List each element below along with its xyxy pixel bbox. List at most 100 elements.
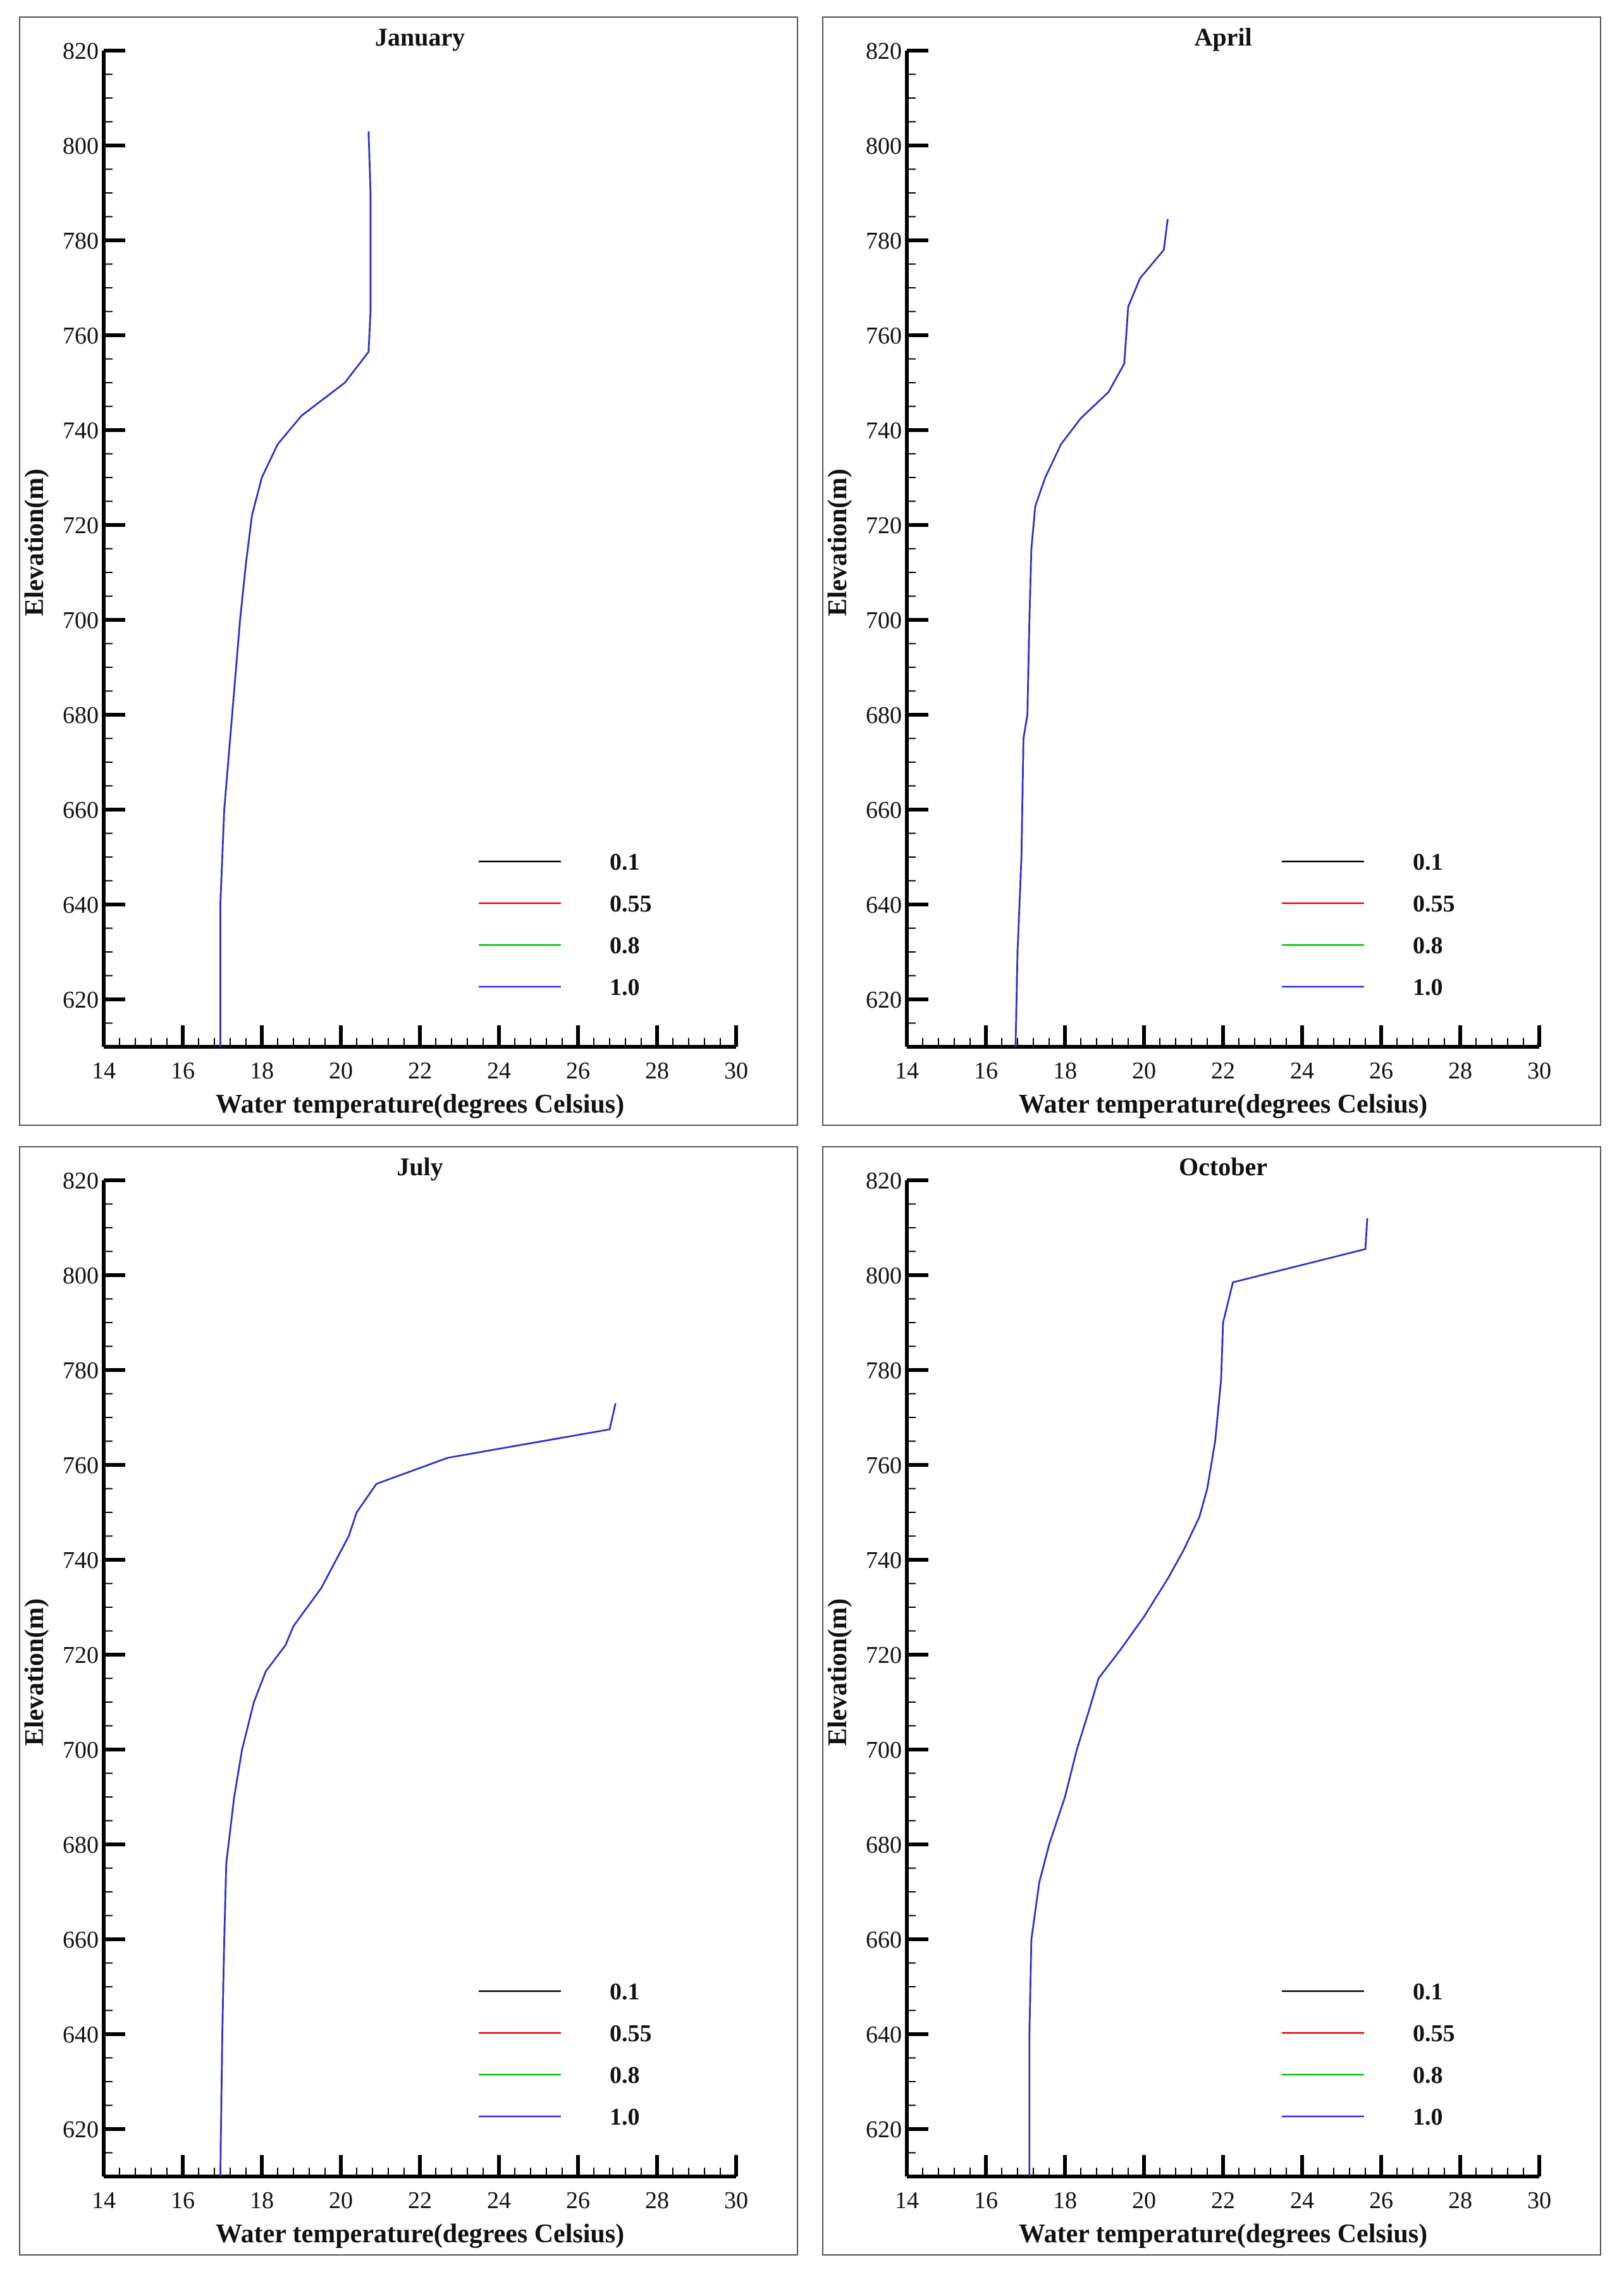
plot-title: April <box>1194 23 1252 51</box>
y-tick-label: 620 <box>866 987 902 1013</box>
series-line-0-1 <box>219 1403 617 2177</box>
y-axis-title: Elevation(m) <box>823 469 852 616</box>
y-tick-label: 640 <box>63 892 99 918</box>
y-tick-label: 700 <box>866 1737 902 1763</box>
x-tick-label: 18 <box>1053 1058 1077 1084</box>
y-axis-title: Elevation(m) <box>20 469 49 616</box>
chart-january: January 14 16 18 20 22 24 26 28 30 620 640 660 680 700… <box>20 23 748 1119</box>
y-tick-label: 760 <box>866 1452 902 1479</box>
x-tick-label: 24 <box>487 1058 511 1084</box>
x-tick-label: 24 <box>1290 2187 1314 2214</box>
y-tick-label: 820 <box>866 1168 902 1194</box>
x-tick-label: 16 <box>171 2187 195 2214</box>
x-tick-label: 22 <box>1211 2187 1235 2214</box>
chart-april: April 14 16 18 20 22 24 26 28 30 620 640 660 680 700 72… <box>823 23 1551 1119</box>
y-tick-label: 760 <box>866 323 902 349</box>
legend-label: 0.1 <box>610 849 640 875</box>
x-tick-label: 14 <box>895 2187 919 2214</box>
legend-label: 0.8 <box>1413 2062 1443 2089</box>
x-tick-label: 18 <box>1053 2187 1077 2214</box>
legend-label: 0.8 <box>610 932 640 959</box>
y-tick-label: 620 <box>866 2116 902 2143</box>
x-tick-label: 20 <box>329 2187 353 2214</box>
x-tick-label: 26 <box>566 1058 590 1084</box>
x-tick-label: 24 <box>1290 1058 1314 1084</box>
y-tick-label: 660 <box>866 1927 902 1953</box>
legend-label: 0.1 <box>1413 849 1443 875</box>
x-tick-label: 16 <box>171 1058 195 1084</box>
y-tick-label: 820 <box>63 38 99 65</box>
y-tick-label: 620 <box>63 2116 99 2143</box>
y-tick-label: 760 <box>63 1452 99 1479</box>
x-tick-label: 14 <box>92 1058 116 1084</box>
y-tick-label: 660 <box>63 1927 99 1953</box>
x-tick-label: 14 <box>92 2187 116 2214</box>
chart-panel-october: October 14 16 18 20 22 24 26 28 30 620 640 660 680 700… <box>822 1146 1601 2256</box>
y-tick-label: 720 <box>63 1642 99 1669</box>
x-tick-label: 16 <box>974 2187 998 2214</box>
y-tick-label: 720 <box>866 512 902 539</box>
x-tick-label: 30 <box>724 2187 748 2214</box>
series-line-1-0 <box>219 1403 617 2177</box>
x-tick-label: 28 <box>645 1058 669 1084</box>
y-tick-label: 680 <box>63 702 99 729</box>
chart-panel-january: January 14 16 18 20 22 24 26 28 30 620 640 660 680 700… <box>19 16 798 1126</box>
y-axis-title: Elevation(m) <box>20 1598 49 1746</box>
series-line-0-8 <box>219 1403 617 2177</box>
x-tick-label: 20 <box>1132 2187 1156 2214</box>
y-tick-label: 780 <box>63 228 99 254</box>
legend-label: 0.8 <box>1413 932 1443 959</box>
x-tick-label: 16 <box>974 1058 998 1084</box>
series-line-1-0 <box>1014 219 1169 1047</box>
chart-october: October 14 16 18 20 22 24 26 28 30 620 640 660 680 700… <box>823 1152 1551 2249</box>
y-tick-label: 640 <box>866 892 902 918</box>
y-tick-label: 740 <box>866 417 902 444</box>
y-tick-label: 800 <box>63 133 99 159</box>
series-line-1-0 <box>219 131 372 1047</box>
series-line-1-0 <box>1028 1218 1369 2176</box>
y-tick-label: 740 <box>866 1547 902 1574</box>
legend-label: 0.55 <box>610 891 652 917</box>
y-tick-label: 700 <box>63 607 99 634</box>
x-tick-label: 30 <box>1527 2187 1551 2214</box>
x-tick-label: 24 <box>487 2187 511 2214</box>
y-tick-label: 680 <box>866 702 902 729</box>
plot-title: July <box>397 1152 443 1181</box>
y-tick-label: 640 <box>63 2022 99 2048</box>
y-tick-label: 680 <box>63 1832 99 1858</box>
y-tick-label: 780 <box>866 1357 902 1384</box>
x-axis-title: Water temperature(degrees Celsius) <box>216 2220 624 2249</box>
series-line-0-8 <box>1014 219 1169 1047</box>
x-tick-label: 22 <box>1211 1058 1235 1084</box>
x-tick-label: 22 <box>408 2187 432 2214</box>
x-tick-label: 28 <box>1448 1058 1472 1084</box>
series-line-0-1 <box>1014 219 1169 1047</box>
chart-panel-july: July 14 16 18 20 22 24 26 28 30 620 640 660 680 700 720… <box>19 1146 798 2256</box>
legend-label: 1.0 <box>1413 2104 1443 2130</box>
y-tick-label: 680 <box>866 1832 902 1858</box>
x-tick-label: 22 <box>408 1058 432 1084</box>
x-tick-label: 28 <box>645 2187 669 2214</box>
legend-label: 1.0 <box>610 974 640 1001</box>
x-tick-label: 20 <box>329 1058 353 1084</box>
x-tick-label: 14 <box>895 1058 919 1084</box>
x-tick-label: 18 <box>250 2187 274 2214</box>
y-tick-label: 800 <box>866 1263 902 1289</box>
x-axis-title: Water temperature(degrees Celsius) <box>1019 1090 1427 1119</box>
y-tick-label: 660 <box>866 797 902 824</box>
x-tick-label: 28 <box>1448 2187 1472 2214</box>
y-tick-label: 800 <box>866 133 902 159</box>
y-tick-label: 800 <box>63 1263 99 1289</box>
y-tick-label: 760 <box>63 323 99 349</box>
legend-label: 0.8 <box>610 2062 640 2089</box>
x-tick-label: 18 <box>250 1058 274 1084</box>
y-tick-label: 720 <box>63 512 99 539</box>
y-tick-label: 720 <box>866 1642 902 1669</box>
x-tick-label: 26 <box>566 2187 590 2214</box>
y-tick-label: 820 <box>866 38 902 65</box>
legend-label: 0.55 <box>610 2020 652 2047</box>
y-tick-label: 620 <box>63 987 99 1013</box>
legend-label: 1.0 <box>1413 974 1443 1001</box>
x-tick-label: 30 <box>724 1058 748 1084</box>
legend-label: 0.1 <box>610 1979 640 2005</box>
